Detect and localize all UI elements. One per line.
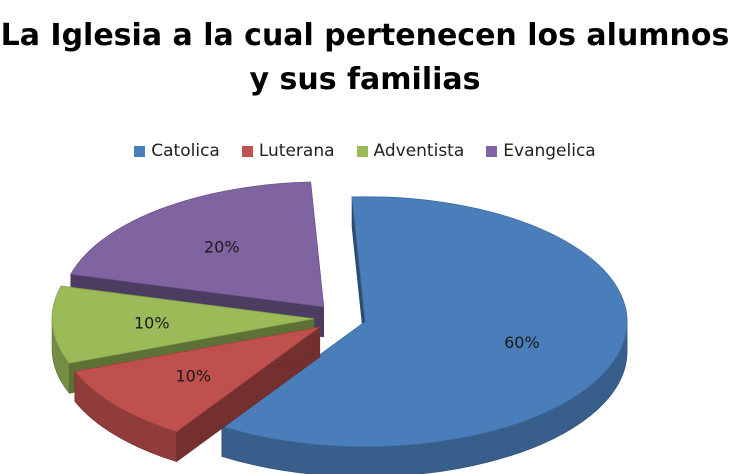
slice-value-label: 10% [175, 367, 211, 386]
chart-legend: Catolica Luterana Adventista Evangelica [0, 141, 730, 161]
chart-title: La Iglesia a la cual pertenecen los alum… [0, 18, 730, 97]
pie-slice-top [221, 196, 628, 448]
pie-slice-top [51, 285, 315, 364]
legend-swatch [241, 145, 253, 157]
legend-swatch [134, 145, 146, 157]
legend-swatch [486, 145, 498, 157]
legend-label: Catolica [151, 141, 220, 161]
legend-item: Catolica [134, 141, 220, 161]
slice-value-label: 20% [204, 238, 240, 257]
legend-item: Adventista [356, 141, 465, 161]
legend-item: Luterana [241, 141, 335, 161]
legend-label: Evangelica [503, 141, 596, 161]
slice-value-label: 60% [504, 333, 540, 352]
legend-label: Adventista [373, 141, 465, 161]
legend-swatch [356, 145, 368, 157]
pie-slice-top [74, 326, 320, 433]
slice-value-label: 10% [134, 314, 170, 333]
legend-item: Evangelica [486, 141, 596, 161]
legend-label: Luterana [258, 141, 335, 161]
pie-slice [221, 196, 628, 474]
pie-slice [74, 326, 321, 463]
pie-slice-top [70, 181, 325, 308]
